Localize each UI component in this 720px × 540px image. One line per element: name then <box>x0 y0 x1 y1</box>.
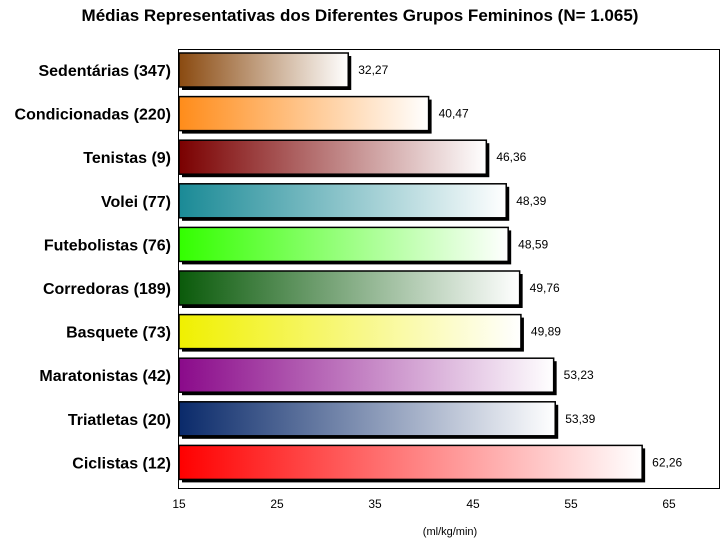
bar <box>178 52 349 88</box>
x-tick-label: 25 <box>270 497 284 511</box>
x-tick-label: 35 <box>368 497 382 511</box>
bar <box>178 226 509 263</box>
category-label: Sedentárias (347) <box>38 63 171 80</box>
value-label: 48,39 <box>516 194 546 208</box>
value-label: 32,27 <box>358 63 388 77</box>
x-tick-label: 15 <box>172 497 186 511</box>
value-label: 53,23 <box>564 368 594 382</box>
value-label: 62,26 <box>652 455 682 469</box>
x-tick-label: 65 <box>662 497 676 511</box>
category-label: Triatletas (20) <box>68 412 171 429</box>
bar <box>178 401 556 437</box>
bar <box>178 95 430 132</box>
x-tick-label: 55 <box>564 497 578 511</box>
category-label: Basquete (73) <box>66 325 171 342</box>
category-label: Volei (77) <box>101 194 171 211</box>
value-label: 46,36 <box>496 150 526 164</box>
category-label: Corredoras (189) <box>43 281 171 298</box>
value-label: 49,76 <box>530 281 560 295</box>
bar <box>178 183 507 219</box>
value-label: 40,47 <box>439 107 469 121</box>
category-label: Condicionadas (220) <box>15 107 171 124</box>
x-tick-label: 45 <box>466 497 480 511</box>
bar <box>178 444 643 481</box>
category-label: Maratonistas (42) <box>39 368 171 385</box>
chart-title: Médias Representativas dos Diferentes Gr… <box>81 6 639 25</box>
value-label: 53,39 <box>565 412 595 426</box>
x-axis-label: (ml/kg/min) <box>423 526 477 538</box>
bar <box>178 139 488 175</box>
bar <box>178 270 521 306</box>
value-label: 48,59 <box>518 237 548 251</box>
bar <box>178 313 522 350</box>
value-label: 49,89 <box>531 325 561 339</box>
bar <box>178 357 555 393</box>
category-label: Tenistas (9) <box>83 150 171 167</box>
category-label: Ciclistas (12) <box>72 455 171 472</box>
category-label: Futebolistas (76) <box>44 237 171 254</box>
